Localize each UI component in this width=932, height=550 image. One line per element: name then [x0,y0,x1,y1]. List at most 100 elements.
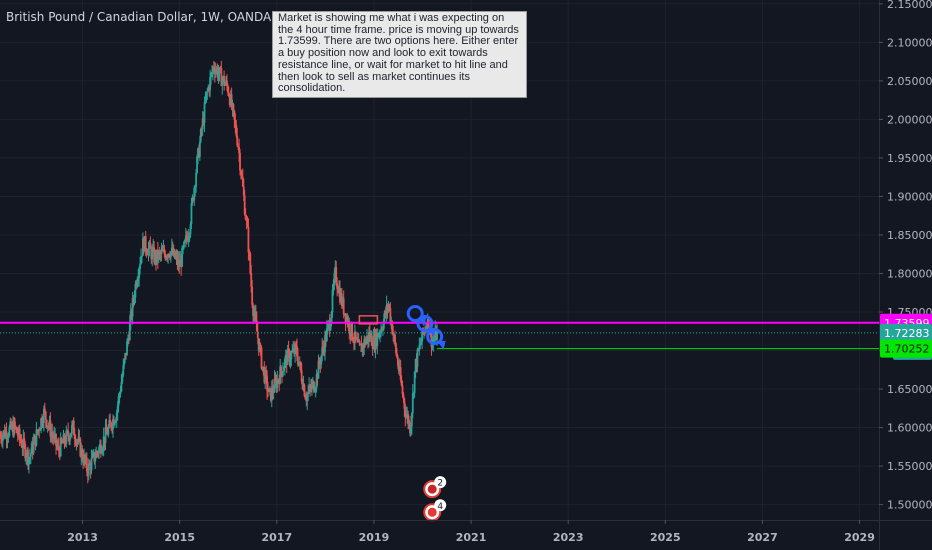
x-tick-label: 2029 [844,531,875,544]
candle [269,388,272,403]
candle [373,327,376,353]
candle-body [14,421,16,427]
candle [396,347,398,359]
candle-body [270,387,273,401]
candle [193,185,196,206]
candle [419,337,422,350]
candle [31,436,34,460]
candle [401,380,404,398]
support-price-label[interactable]: 1.70252 [880,339,932,358]
candle-body [278,380,281,384]
candle-body [395,343,397,354]
candle [237,143,240,150]
candle-body [360,343,363,352]
candle [361,343,364,357]
candle [219,65,222,70]
candle [147,241,150,262]
candle-body [41,418,43,425]
y-tick-label: 1.60000 [887,422,932,435]
candle [258,338,261,353]
current-price-label[interactable]: 1.72283 [880,323,932,342]
candle-body [13,421,15,436]
candle [418,337,421,356]
candle [296,338,298,361]
candle-body [265,370,268,376]
candle-body [377,333,380,337]
candle-body [388,304,391,309]
candle [167,253,170,264]
candle [41,413,43,428]
candle-body [361,344,364,352]
candle [281,371,283,384]
candle-body [391,321,394,335]
candle [37,428,40,436]
candle [408,419,410,430]
candle [143,235,146,252]
candle-body [178,259,181,267]
symbol-title[interactable]: British Pound / Canadian Dollar, 1W, OAN… [6,10,272,24]
candle [69,432,71,446]
candle-body [280,366,283,372]
candle-body [342,298,345,315]
candle-body [101,448,104,452]
event-badge[interactable]: 4 [423,499,447,522]
candle-body [69,436,71,441]
candle [154,249,156,266]
candle-body [150,248,153,260]
candle-body [19,438,22,442]
candle [335,260,338,286]
candle [125,353,127,360]
candle-body [427,316,430,334]
candle-body [366,335,368,341]
event-badge-count-bg [434,499,447,512]
x-tick-label: 2013 [67,531,98,544]
candle-body [100,451,103,454]
candle-body [277,379,280,381]
candle [297,363,300,367]
candle [71,419,74,429]
candle-body [206,90,209,92]
candle-body [369,334,372,339]
candle [151,244,154,267]
candle [244,208,247,221]
candle [316,372,319,386]
candle-body [147,248,150,256]
candle-body [196,156,198,173]
candle-body [318,360,321,364]
candle [311,378,313,396]
event-badge[interactable]: 2 [423,476,447,499]
candle [128,314,131,341]
candle [78,429,81,443]
candle-body [92,452,95,455]
candle-body [352,338,354,342]
candle [397,360,400,375]
candle-body [25,456,28,459]
candle-body [393,335,396,337]
candle [277,378,280,384]
candle-body [320,355,323,365]
candle [293,340,296,357]
candle [108,414,111,429]
candle [330,310,333,327]
arrow-marker-icon[interactable] [426,328,446,350]
candle [14,417,16,434]
candle-body [333,273,336,286]
text-note[interactable]: Market is showing me what i was expectin… [272,11,527,98]
candle [26,447,28,466]
candle-body [401,385,404,395]
candle-body [328,321,331,331]
candle [320,354,323,369]
candle-body [276,379,279,389]
candle-body [348,320,351,333]
candle [192,196,195,203]
candle-body [304,396,307,400]
candle-body [376,333,379,347]
candle [115,409,118,428]
candle-body [221,79,224,86]
rectangle-drawing[interactable] [358,315,379,325]
candle-body [170,247,173,252]
candle-body [300,370,303,382]
candle-body [234,119,237,125]
candle [153,241,155,265]
candle [360,335,363,352]
